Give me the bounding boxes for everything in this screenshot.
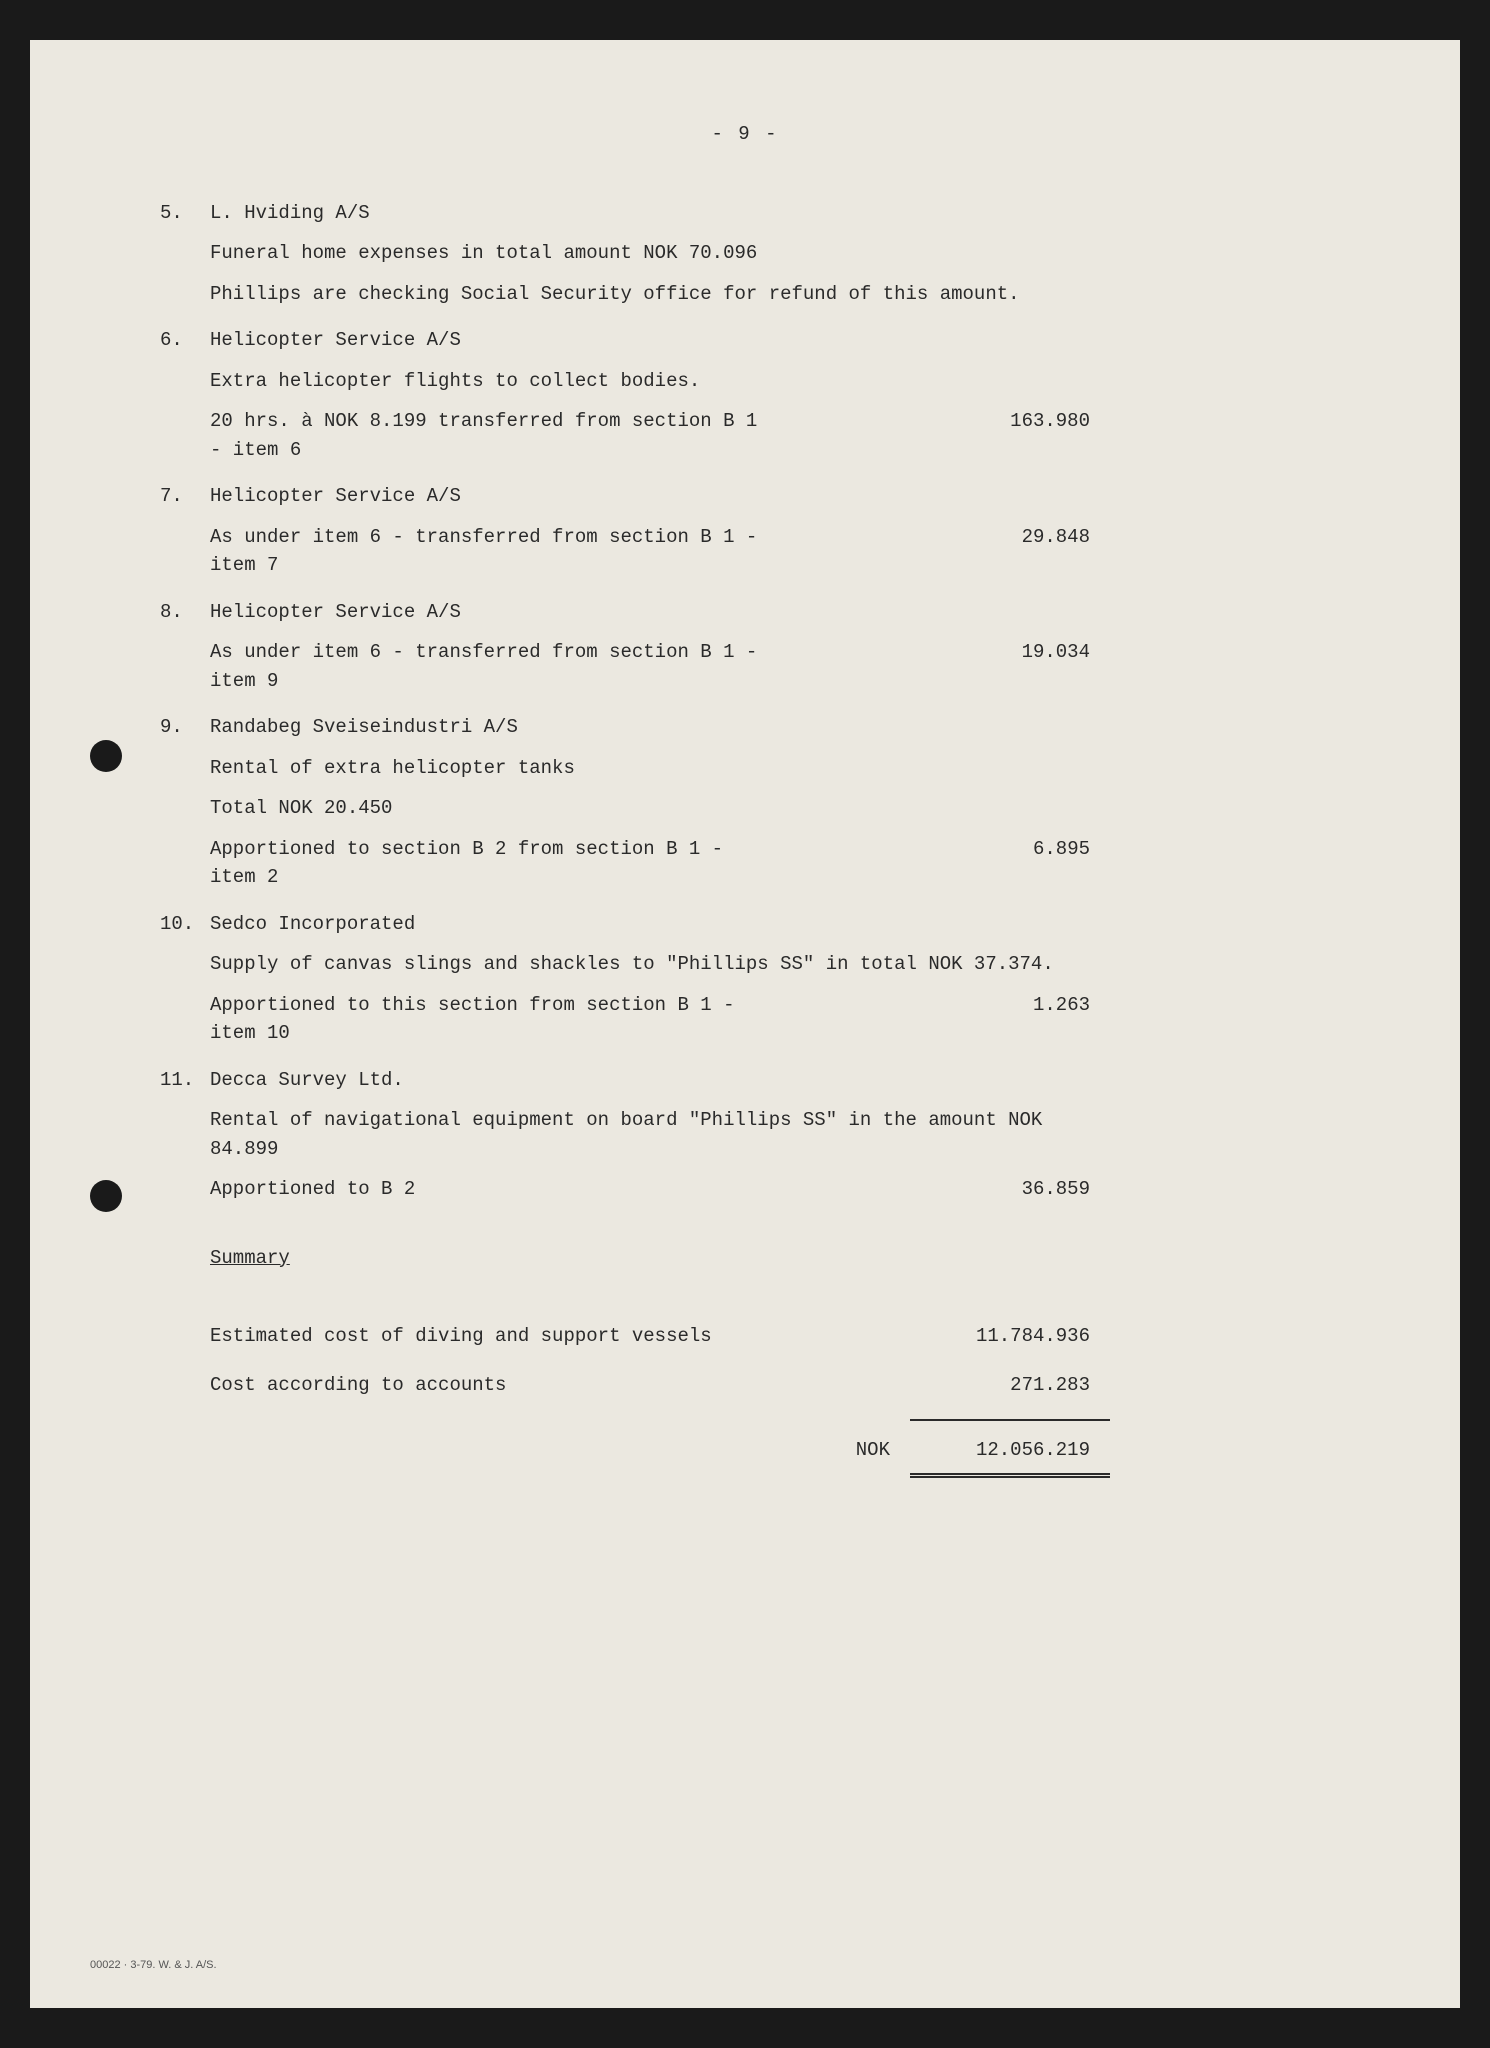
page-number: - 9 -	[130, 120, 1360, 149]
list-item: 9.Randabeg Sveiseindustri A/SRental of e…	[210, 713, 1110, 892]
item-paragraph: Funeral home expenses in total amount NO…	[210, 239, 1110, 268]
item-number: 8.	[160, 598, 183, 627]
item-title: Helicopter Service A/S	[210, 482, 1110, 511]
item-number: 6.	[160, 326, 183, 355]
list-item: 10.Sedco IncorporatedSupply of canvas sl…	[210, 910, 1110, 1048]
item-amount: 163.980	[960, 407, 1110, 464]
list-item: 6.Helicopter Service A/SExtra helicopter…	[210, 326, 1110, 464]
item-description: As under item 6 - transferred from secti…	[210, 638, 770, 695]
total-amount: 12.056.219	[930, 1436, 1110, 1465]
item-amount-row: 20 hrs. à NOK 8.199 transferred from sec…	[210, 407, 1110, 464]
list-item: 11.Decca Survey Ltd.Rental of navigation…	[210, 1066, 1110, 1204]
hole-punch	[90, 740, 122, 772]
list-item: 8.Helicopter Service A/SAs under item 6 …	[210, 598, 1110, 696]
print-footer: 00022 · 3-79. W. & J. A/S.	[90, 1957, 217, 1974]
summary-amount: 11.784.936	[930, 1322, 1110, 1351]
total-row: NOK 12.056.219	[210, 1436, 1110, 1465]
total-currency: NOK	[856, 1436, 890, 1465]
item-description: Apportioned to section B 2 from section …	[210, 835, 770, 892]
item-amount-row: As under item 6 - transferred from secti…	[210, 523, 1110, 580]
summary-label: Estimated cost of diving and support ves…	[210, 1322, 930, 1351]
hole-punch	[90, 1180, 122, 1212]
item-amount-row: Apportioned to section B 2 from section …	[210, 835, 1110, 892]
item-description: As under item 6 - transferred from secti…	[210, 523, 770, 580]
item-number: 10.	[160, 910, 194, 939]
summary-amount: 271.283	[930, 1371, 1110, 1400]
summary-label: Cost according to accounts	[210, 1371, 930, 1400]
item-title: Helicopter Service A/S	[210, 598, 1110, 627]
item-paragraph: Phillips are checking Social Security of…	[210, 280, 1110, 309]
item-paragraph: Supply of canvas slings and shackles to …	[210, 950, 1110, 979]
total-double-rule	[910, 1473, 1110, 1478]
item-paragraph: Extra helicopter flights to collect bodi…	[210, 367, 1110, 396]
item-amount: 29.848	[960, 523, 1110, 580]
summary-row: Cost according to accounts271.283	[210, 1371, 1110, 1400]
content-body: 5.L. Hviding A/SFuneral home expenses in…	[210, 199, 1110, 1478]
list-item: 5.L. Hviding A/SFuneral home expenses in…	[210, 199, 1110, 309]
item-title: Sedco Incorporated	[210, 910, 1110, 939]
item-number: 5.	[160, 199, 183, 228]
item-paragraph: Rental of extra helicopter tanks	[210, 754, 1110, 783]
item-title: L. Hviding A/S	[210, 199, 1110, 228]
item-description: 20 hrs. à NOK 8.199 transferred from sec…	[210, 407, 770, 464]
item-amount: 36.859	[960, 1175, 1110, 1204]
subtotal-rule	[910, 1419, 1110, 1421]
item-amount: 1.263	[960, 991, 1110, 1048]
item-amount: 19.034	[960, 638, 1110, 695]
list-item: 7.Helicopter Service A/SAs under item 6 …	[210, 482, 1110, 580]
item-title: Randabeg Sveiseindustri A/S	[210, 713, 1110, 742]
item-amount-row: As under item 6 - transferred from secti…	[210, 638, 1110, 695]
item-amount-row: Apportioned to this section from section…	[210, 991, 1110, 1048]
item-number: 11.	[160, 1066, 194, 1095]
item-number: 7.	[160, 482, 183, 511]
item-paragraph: Rental of navigational equipment on boar…	[210, 1106, 1110, 1163]
item-description: Apportioned to B 2	[210, 1175, 770, 1204]
item-amount: 6.895	[960, 835, 1110, 892]
item-description: Apportioned to this section from section…	[210, 991, 770, 1048]
summary-heading: Summary	[210, 1244, 1110, 1273]
document-page: - 9 - 5.L. Hviding A/SFuneral home expen…	[30, 40, 1460, 2008]
item-title: Decca Survey Ltd.	[210, 1066, 1110, 1095]
summary-row: Estimated cost of diving and support ves…	[210, 1322, 1110, 1351]
item-title: Helicopter Service A/S	[210, 326, 1110, 355]
item-amount-row: Apportioned to B 2 36.859	[210, 1175, 1110, 1204]
item-paragraph: Total NOK 20.450	[210, 794, 1110, 823]
item-number: 9.	[160, 713, 183, 742]
